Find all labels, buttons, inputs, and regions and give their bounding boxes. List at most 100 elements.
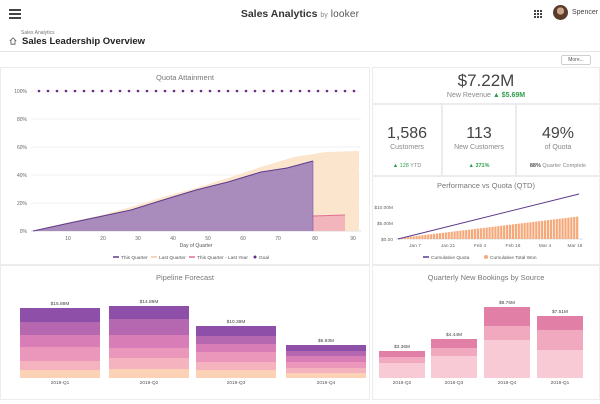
revenue-kpi-panel: $7.22M New Revenue ▲ $5.69M — [372, 67, 600, 104]
this-quarter-line — [32, 160, 314, 232]
perf-won-bar — [427, 234, 430, 239]
breadcrumb[interactable]: Sales Analytics — [21, 30, 55, 36]
bookings-total-2019-q1: $7.51M — [552, 309, 568, 315]
y-tick-80: 80% — [17, 117, 28, 123]
perf-won-bar — [438, 233, 442, 239]
x-tick-70: 70 — [275, 236, 281, 242]
perf-vs-quota-panel: Performance vs Quota (QTD) $10.00M $5.00… — [372, 176, 600, 265]
perf-won-bar — [491, 226, 494, 239]
perf-won-bar — [558, 218, 561, 239]
customers-value: 1,586 — [386, 125, 428, 142]
perf-won-bar — [468, 229, 471, 239]
perf-won-bar — [514, 224, 517, 239]
bookings-cat-2018-q3: 2018-Q3 — [445, 380, 464, 386]
y-tick-20: 20% — [17, 201, 28, 207]
perf-won-bar — [453, 231, 456, 239]
perf-won-bar — [561, 218, 564, 239]
perf-quota-line — [397, 193, 580, 240]
perf-won-bars — [398, 216, 579, 239]
pipeline-categories: 2019-Q1 2019-Q2 2019-Q3 2019-Q4 — [51, 380, 336, 386]
perf-won-bar — [479, 228, 482, 239]
legend: This Quarter Last Quarter This Quarter -… — [113, 255, 269, 261]
y-tick-100: 100% — [14, 89, 27, 95]
x-tick-90: 90 — [350, 236, 356, 242]
app-title: Sales Analytics by looker — [0, 8, 600, 20]
customers-kpi-panel: 1,586 Customers ▲ 128 YTD — [372, 104, 442, 176]
perf-y-ticks: $10.00M $5.00M $0.00 — [374, 205, 393, 243]
legend-this-quarter: This Quarter — [121, 255, 148, 261]
perf-won-bar — [564, 218, 567, 239]
perf-x-tick-mar4: Mar 4 — [539, 243, 552, 249]
perf-won-bar — [535, 221, 538, 239]
perf-won-bar — [567, 217, 570, 239]
quota-value: 49% — [541, 125, 575, 142]
perf-won-bar — [476, 228, 480, 239]
more-button[interactable]: More... — [561, 55, 591, 65]
pipeline-bar-2019-q1 — [20, 308, 100, 378]
bookings-total-labels: $3.36M $4.44M $8.76M $7.51M — [394, 300, 568, 350]
perf-vs-quota-title: Performance vs Quota (QTD) — [437, 181, 535, 190]
header-divider — [0, 51, 600, 52]
bookings-cat-2019-q1: 2019-Q1 — [551, 380, 570, 386]
app-title-by: by — [320, 12, 328, 19]
bookings-cat-2018-q2: 2018-Q2 — [393, 380, 412, 386]
top-bar: Sales Analytics by looker Spencer — [0, 0, 600, 28]
bookings-bar-2018-q3 — [431, 339, 477, 378]
perf-won-bar — [403, 237, 407, 239]
perf-won-bar — [450, 231, 453, 239]
revenue-label: New Revenue — [446, 92, 491, 99]
perf-won-bar — [546, 220, 550, 239]
x-tick-50: 50 — [205, 236, 211, 242]
pipeline-cat-q4: 2019-Q4 — [317, 380, 336, 386]
perf-won-bar — [517, 223, 520, 239]
perf-vs-quota-chart: $10.00M $5.00M $0.00 Jan 7 Jan 21 Feb 4 … — [374, 193, 583, 261]
avatar[interactable] — [553, 5, 568, 20]
menu-icon[interactable] — [9, 9, 21, 19]
perf-won-bar — [459, 230, 462, 239]
perf-won-bar — [508, 224, 512, 239]
quota-delta-unit: Quarter Complete — [542, 163, 587, 169]
perf-won-bar — [552, 219, 555, 239]
perf-x-tick-jan7: Jan 7 — [409, 243, 421, 249]
x-tick-20: 20 — [100, 236, 106, 242]
user-name[interactable]: Spencer — [572, 9, 599, 16]
legend-this-quarter-last-year: This Quarter - Last Year — [197, 255, 248, 261]
quota-label: of Quota — [544, 144, 572, 151]
perf-legend: Cumulative Quota Cumulative Total Won — [423, 255, 537, 261]
bookings-bar-2018-q4 — [484, 307, 530, 378]
bookings-by-source-panel: Quarterly New Bookings by Source $3.36M … — [372, 265, 600, 400]
pipeline-cat-q1: 2019-Q1 — [51, 380, 70, 386]
bookings-bar-2019-q1 — [537, 316, 583, 378]
bookings-total-2018-q3: $4.44M — [446, 332, 462, 338]
home-icon[interactable] — [9, 37, 17, 45]
perf-won-bar — [485, 227, 488, 239]
perf-won-bar — [497, 226, 500, 239]
customers-delta-row: ▲ 128 YTD — [373, 163, 441, 169]
perf-won-bar — [570, 217, 573, 239]
apps-grid-icon[interactable] — [534, 10, 542, 18]
brand-logo: looker — [330, 9, 360, 20]
pipeline-bar-2019-q4 — [286, 345, 366, 378]
perf-won-bar — [433, 233, 436, 239]
perf-won-bar — [430, 234, 433, 239]
customers-delta-unit: YTD — [410, 163, 422, 169]
y-tick-40: 40% — [17, 173, 28, 179]
bookings-total-2018-q4: $8.76M — [499, 300, 515, 306]
perf-won-bar — [441, 232, 444, 239]
x-tick-80: 80 — [312, 236, 318, 242]
this-quarter-last-year-area — [313, 215, 345, 231]
pipeline-total-q2: $14.89M — [140, 299, 159, 305]
quota-attainment-chart: 100% 80% 60% 40% 20% 0% 10 20 30 40 50 6… — [14, 89, 361, 261]
perf-won-bar — [555, 219, 558, 239]
new-customers-label: New Customers — [454, 144, 504, 151]
pipeline-forecast-panel: Pipeline Forecast — [0, 265, 370, 400]
perf-won-bar — [473, 228, 477, 239]
perf-won-bar — [447, 232, 450, 239]
quota-delta: 88% — [529, 163, 541, 169]
perf-won-bar — [465, 229, 468, 239]
perf-won-bar — [412, 236, 415, 239]
new-customers-delta: ▲ 371% — [468, 163, 490, 169]
x-tick-10: 10 — [65, 236, 71, 242]
perf-y-tick-10: $10.00M — [374, 205, 393, 211]
perf-won-bar — [415, 235, 418, 239]
